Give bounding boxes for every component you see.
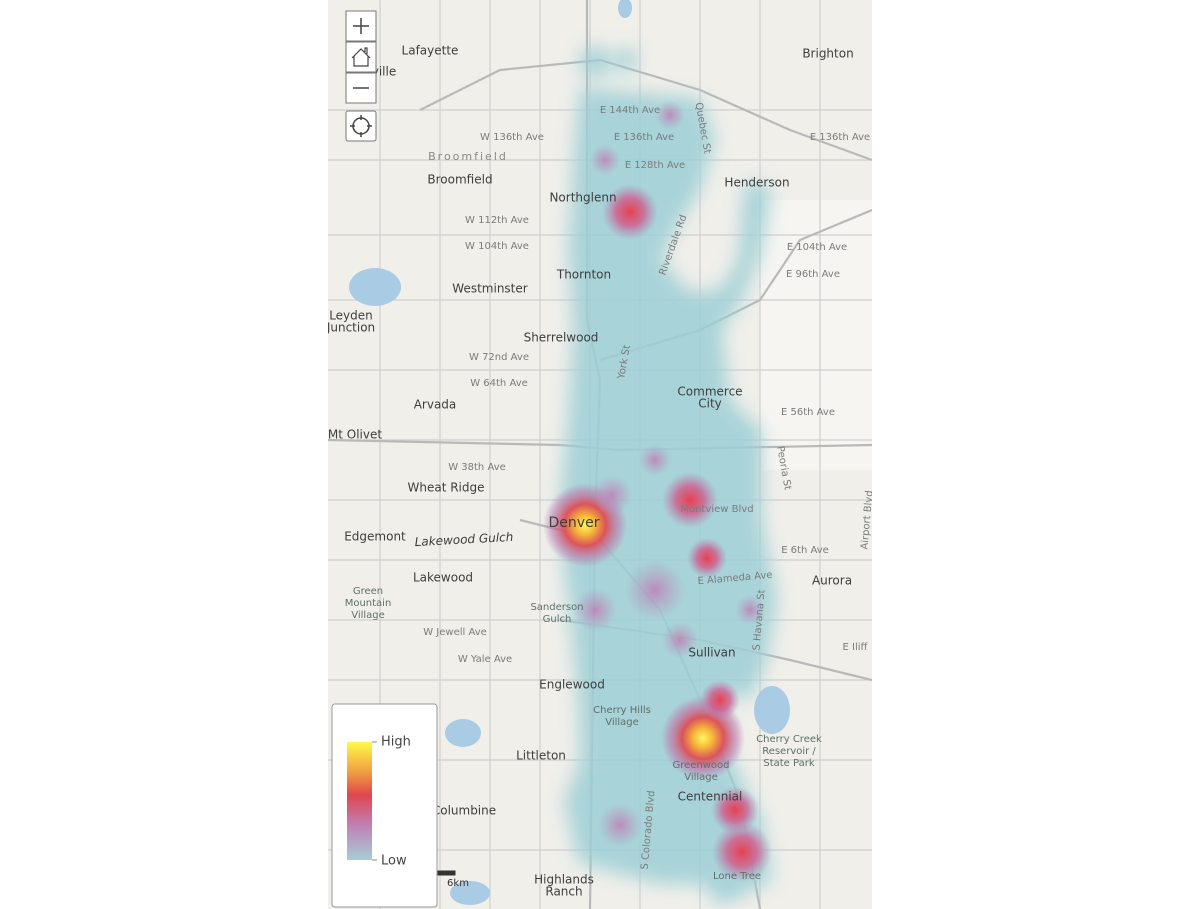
map-label: Highlands — [534, 873, 594, 887]
map-label: Leyden — [329, 309, 373, 323]
map-label: E 136th Ave — [614, 132, 674, 143]
map-label: Sherrelwood — [524, 331, 599, 345]
map-label: W Jewell Ave — [423, 627, 487, 638]
map-label: Lone Tree — [713, 871, 761, 882]
map-label: W 72nd Ave — [469, 352, 529, 363]
map-label: W 136th Ave — [480, 132, 544, 143]
map-label: Broomfield — [428, 150, 508, 163]
water — [349, 0, 790, 905]
map-label: State Park — [763, 758, 814, 769]
map-label: Broomfield — [427, 173, 492, 187]
locate-button[interactable] — [345, 110, 377, 142]
map-label: Cherry Hills — [593, 705, 651, 716]
map-label: Village — [351, 610, 385, 621]
map-label: Littleton — [516, 749, 566, 763]
map-label: Thornton — [556, 268, 611, 282]
map-label: E Iliff — [843, 642, 869, 653]
map-label: Montview Blvd — [680, 504, 753, 515]
map-label: Brighton — [802, 47, 853, 61]
map-label: Commerce — [677, 385, 742, 399]
map-label: Westminster — [452, 282, 527, 296]
map-label: E 56th Ave — [781, 407, 835, 418]
map-label: ville — [372, 65, 397, 79]
map-label: Centennial — [678, 790, 743, 804]
map-label: E 104th Ave — [787, 242, 847, 253]
map-label: E 6th Ave — [781, 545, 829, 556]
map-label: E 144th Ave — [600, 105, 660, 116]
map-label: Village — [684, 772, 718, 783]
map-label: W 64th Ave — [470, 378, 528, 389]
map-label: Ranch — [545, 885, 582, 899]
map-label: Sullivan — [688, 646, 735, 660]
legend-high: High — [381, 735, 411, 750]
legend-low: Low — [381, 854, 407, 869]
map-label: Denver — [549, 515, 600, 531]
legend-ramp — [347, 742, 372, 860]
map-label: E 96th Ave — [786, 269, 840, 280]
map-label: Mt Olivet — [328, 428, 382, 442]
map-label: Village — [605, 717, 639, 728]
map-label: W 38th Ave — [448, 462, 506, 473]
map-label: E 136th Ave — [810, 132, 870, 143]
map-label: E 128th Ave — [625, 160, 685, 171]
map-label: Airport Blvd — [859, 490, 875, 550]
scale-label: 6km — [447, 878, 469, 889]
map-label: Edgemont — [344, 530, 406, 544]
map-label: Englewood — [539, 678, 605, 692]
map-label: W 104th Ave — [465, 241, 529, 252]
map-label: Cherry Creek — [756, 734, 822, 745]
map-label: Lakewood Gulch — [414, 530, 513, 549]
home-button[interactable] — [345, 41, 377, 73]
map-label: Reservoir / — [762, 746, 816, 757]
legend: High Low — [331, 703, 438, 908]
map-label: Lafayette — [402, 44, 459, 58]
scale-bar: 6km — [437, 870, 469, 889]
map-label: S Havana St — [751, 589, 767, 651]
map-label: Green — [353, 586, 383, 597]
map-label: Henderson — [724, 176, 789, 190]
map-label: Junction — [326, 321, 375, 335]
map-label: Columbine — [432, 804, 496, 818]
zoom-in-button[interactable] — [345, 10, 377, 42]
map-label: Greenwood — [672, 760, 729, 771]
map-label: Arvada — [414, 398, 457, 412]
map-label: Lakewood — [413, 571, 473, 585]
map-controls — [345, 10, 377, 142]
map-label: W 112th Ave — [465, 215, 529, 226]
map-label: W Yale Ave — [458, 654, 512, 665]
map-label: Mountain — [345, 598, 392, 609]
map-label: Northglenn — [549, 191, 616, 205]
map-label: Sanderson — [530, 602, 583, 613]
map-label: City — [698, 397, 722, 411]
map-label: Wheat Ridge — [407, 481, 484, 495]
map-label: Gulch — [543, 614, 572, 625]
map-label: Aurora — [812, 574, 852, 588]
zoom-out-button[interactable] — [345, 72, 377, 104]
heatmap — [543, 46, 777, 906]
